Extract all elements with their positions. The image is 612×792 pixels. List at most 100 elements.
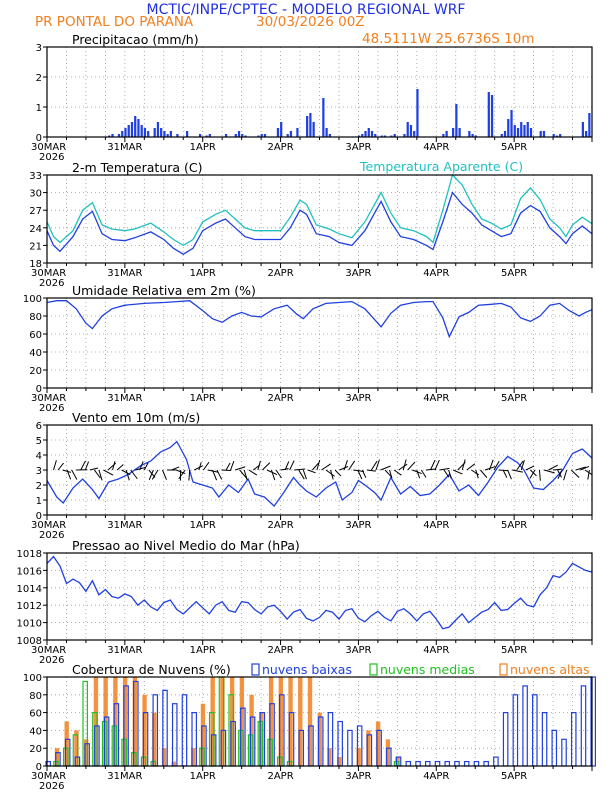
precip-bar <box>244 135 247 137</box>
precip-bar <box>169 131 173 137</box>
y-tick-label: 27 <box>29 206 42 217</box>
wind-barb <box>343 460 348 471</box>
wind-barb <box>289 460 295 471</box>
panel-frame <box>46 552 593 641</box>
y-tick-label: 2 <box>36 73 42 84</box>
precip-bar <box>458 128 461 137</box>
precip-bar <box>542 131 546 137</box>
wind-barb <box>66 469 72 480</box>
wind-barb <box>57 462 64 471</box>
precip-bar <box>121 131 124 137</box>
wind-barb <box>302 469 307 480</box>
legend-swatch <box>499 663 508 676</box>
cloud-bar-nuvens-altas <box>288 677 293 766</box>
precip-bar <box>166 134 169 137</box>
wind-barb <box>538 469 541 481</box>
wind-barb <box>489 459 494 471</box>
precip-bar <box>516 128 520 137</box>
panel-title: 2-m Temperatura (C) <box>72 160 203 175</box>
x-tick-label: 3APR <box>345 393 371 404</box>
wind-barb <box>384 469 393 478</box>
cloud-bar-nuvens-baixas <box>502 711 509 767</box>
y-tick-label: 24 <box>29 224 42 235</box>
wind-barb <box>512 469 523 473</box>
cloud-bar-nuvens-altas <box>278 677 284 766</box>
precip-bar <box>260 134 263 137</box>
wind-barb <box>402 459 407 471</box>
wind-barb <box>103 469 114 476</box>
precip-bar <box>127 125 130 137</box>
y-tick-label: 0 <box>36 384 42 395</box>
x-tick-label: 31MAR <box>107 268 142 279</box>
wind-barb <box>257 460 261 471</box>
precip-bar <box>328 134 331 137</box>
wind-barb <box>84 461 90 471</box>
precip-bar <box>143 128 147 137</box>
y-tick-label: 0 <box>36 511 42 522</box>
series-line-1 <box>46 191 593 255</box>
x-tick-label: 1APR <box>190 393 216 404</box>
wind-barb <box>89 467 99 471</box>
wind-barb <box>361 469 367 478</box>
wind-barb <box>570 469 580 479</box>
wind-barb <box>53 460 57 471</box>
x-tick-label: 31MAR <box>107 645 142 656</box>
wind-barb <box>529 469 536 479</box>
legend-label: nuvens medias <box>380 662 475 677</box>
wind-barb <box>262 462 271 471</box>
precip-bar <box>198 134 202 137</box>
wind-barb <box>178 469 186 480</box>
precip-bar <box>406 122 409 137</box>
wind-barb <box>584 469 593 475</box>
y-tick-label: 5 <box>36 436 42 447</box>
wind-barb <box>525 465 535 471</box>
cloud-bar-nuvens-baixas <box>483 760 489 767</box>
precip-bar <box>312 122 315 137</box>
precip-bar <box>309 113 312 137</box>
precip-bar <box>296 128 299 137</box>
y-tick-label: 40 <box>29 726 42 737</box>
precip-bar <box>208 134 211 137</box>
panel-title: Vento em 10m (m/s) <box>72 410 200 425</box>
precip-bar <box>403 134 406 137</box>
cloud-bar-nuvens-altas <box>93 677 99 766</box>
wind-barb <box>416 469 421 479</box>
precip-bar <box>257 135 260 137</box>
y-tick-label: 80 <box>29 312 42 323</box>
precip-bar <box>393 134 396 137</box>
legend-label: nuvens baixas <box>262 662 352 677</box>
x-year-label: 2026 <box>39 781 64 792</box>
wind-barb <box>380 465 391 471</box>
cloud-bar-nuvens-baixas <box>561 738 567 767</box>
y-tick-label: 40 <box>29 348 42 359</box>
x-tick-label: 4APR <box>423 393 449 404</box>
x-tick-label: 2APR <box>267 142 293 153</box>
cloud-bar-nuvens-altas <box>83 739 89 766</box>
cloud-bar-nuvens-altas <box>122 677 128 766</box>
wind-barb <box>225 462 231 471</box>
panel-6: 0 20 40 60 80 100 30MAR 31MAR 1APR 2APR 3APR 4APR 5A… <box>23 662 597 792</box>
x-tick-label: 30MAR <box>31 142 66 153</box>
cloud-bar-nuvens-baixas <box>522 685 528 767</box>
y-tick-label: 60 <box>29 709 42 720</box>
cloud-bar-nuvens-baixas <box>424 760 431 767</box>
wind-barb <box>235 466 246 471</box>
wind-barb <box>393 469 402 476</box>
wind-barb <box>71 469 78 480</box>
x-year-label: 2026 <box>39 530 64 541</box>
precip-bar <box>163 131 166 137</box>
wind-barb <box>311 462 319 471</box>
precip-bar <box>357 135 361 137</box>
wind-barb <box>93 469 101 479</box>
cloud-bar-nuvens-altas <box>375 721 381 766</box>
cloud-bar-nuvens-baixas <box>405 760 412 767</box>
wind-barb <box>389 469 393 479</box>
wind-barb <box>520 460 525 471</box>
wind-barb <box>216 469 223 480</box>
precip-bar <box>409 125 413 137</box>
cloud-bar-nuvens-altas <box>152 712 157 766</box>
x-tick-label: 4APR <box>423 142 449 153</box>
precip-bar <box>325 128 328 137</box>
precip-bar <box>134 116 137 137</box>
x-year-label: 2026 <box>39 152 64 163</box>
